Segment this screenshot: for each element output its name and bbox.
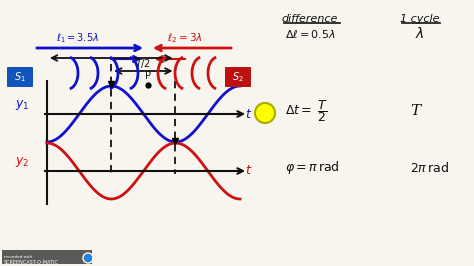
FancyBboxPatch shape bbox=[225, 67, 251, 87]
Text: $y_2$: $y_2$ bbox=[15, 155, 29, 169]
Text: t: t bbox=[246, 107, 250, 120]
Text: $T/2$: $T/2$ bbox=[135, 57, 151, 70]
Text: $\varphi = \pi\,\mathrm{rad}$: $\varphi = \pi\,\mathrm{rad}$ bbox=[285, 160, 340, 177]
Text: P: P bbox=[145, 71, 151, 81]
Text: $\Delta\ell = 0.5\lambda$: $\Delta\ell = 0.5\lambda$ bbox=[284, 28, 336, 40]
Text: T: T bbox=[410, 104, 420, 118]
Circle shape bbox=[85, 255, 91, 261]
Text: recorded with: recorded with bbox=[4, 255, 32, 259]
Text: $\lambda$: $\lambda$ bbox=[415, 27, 425, 41]
Bar bbox=[2, 250, 92, 264]
Text: 1 cycle: 1 cycle bbox=[400, 14, 440, 24]
Text: t: t bbox=[246, 164, 250, 177]
Circle shape bbox=[255, 103, 275, 123]
Text: $2\pi\,\mathrm{rad}$: $2\pi\,\mathrm{rad}$ bbox=[410, 161, 449, 175]
Text: SCREENCAST-O-MATIC: SCREENCAST-O-MATIC bbox=[4, 260, 59, 264]
FancyBboxPatch shape bbox=[7, 67, 33, 87]
Text: difference: difference bbox=[282, 14, 338, 24]
Text: $S_2$: $S_2$ bbox=[232, 70, 244, 84]
Text: $y_1$: $y_1$ bbox=[15, 98, 29, 112]
Text: $\Delta t{=}\ \dfrac{T}{2}$: $\Delta t{=}\ \dfrac{T}{2}$ bbox=[285, 98, 328, 124]
Text: $\ell_1 = 3.5\lambda$: $\ell_1 = 3.5\lambda$ bbox=[56, 31, 100, 45]
Text: $\ell_2 = 3\lambda$: $\ell_2 = 3\lambda$ bbox=[167, 31, 203, 45]
Text: $S_1$: $S_1$ bbox=[14, 70, 26, 84]
